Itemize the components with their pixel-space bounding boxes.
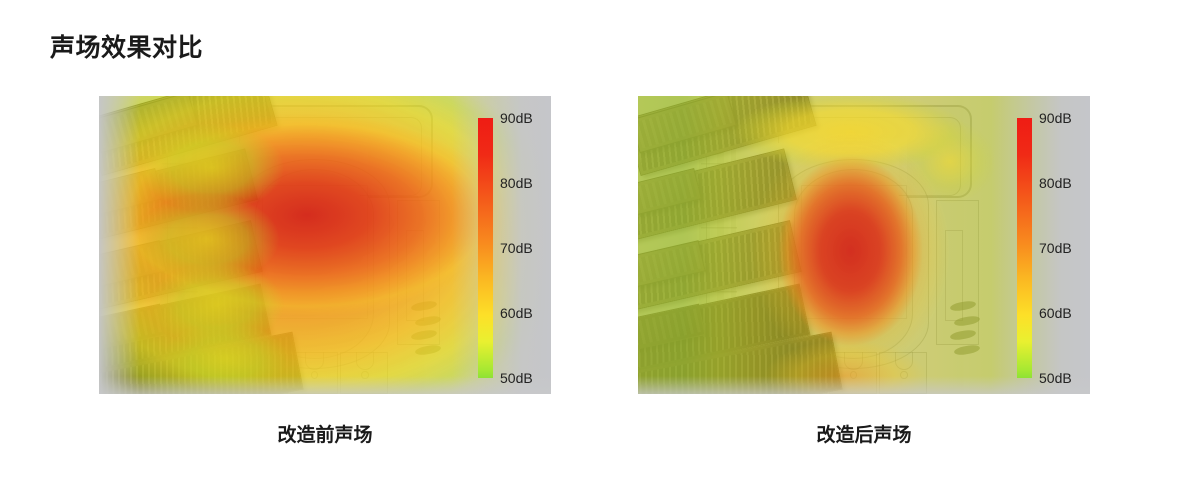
colorbar-tick-60: 60dB [1039,305,1072,321]
colorbar-tick-90: 90dB [1039,110,1072,126]
sports-field [800,185,907,319]
colorbar-tick-80: 80dB [1039,175,1072,191]
colorbar-tick-50: 50dB [1039,370,1072,386]
colorbar-tick-70: 70dB [1039,240,1072,256]
panel-caption-before: 改造前声场 [277,425,373,446]
colorbar-tick-60: 60dB [500,305,533,321]
colorbar-tick-80: 80dB [500,175,533,191]
sports-field [261,185,368,319]
basketball-court [878,352,928,394]
page-title: 声场效果对比 [50,34,204,62]
colorbar-tick-50: 50dB [500,370,533,386]
colorbar-gradient [478,118,493,378]
colorbar-gradient [1017,118,1032,378]
colorbar-tick-70: 70dB [500,240,533,256]
colorbar-tick-90: 90dB [500,110,533,126]
panel-caption-after: 改造后声场 [816,425,912,446]
basketball-court [339,352,389,394]
